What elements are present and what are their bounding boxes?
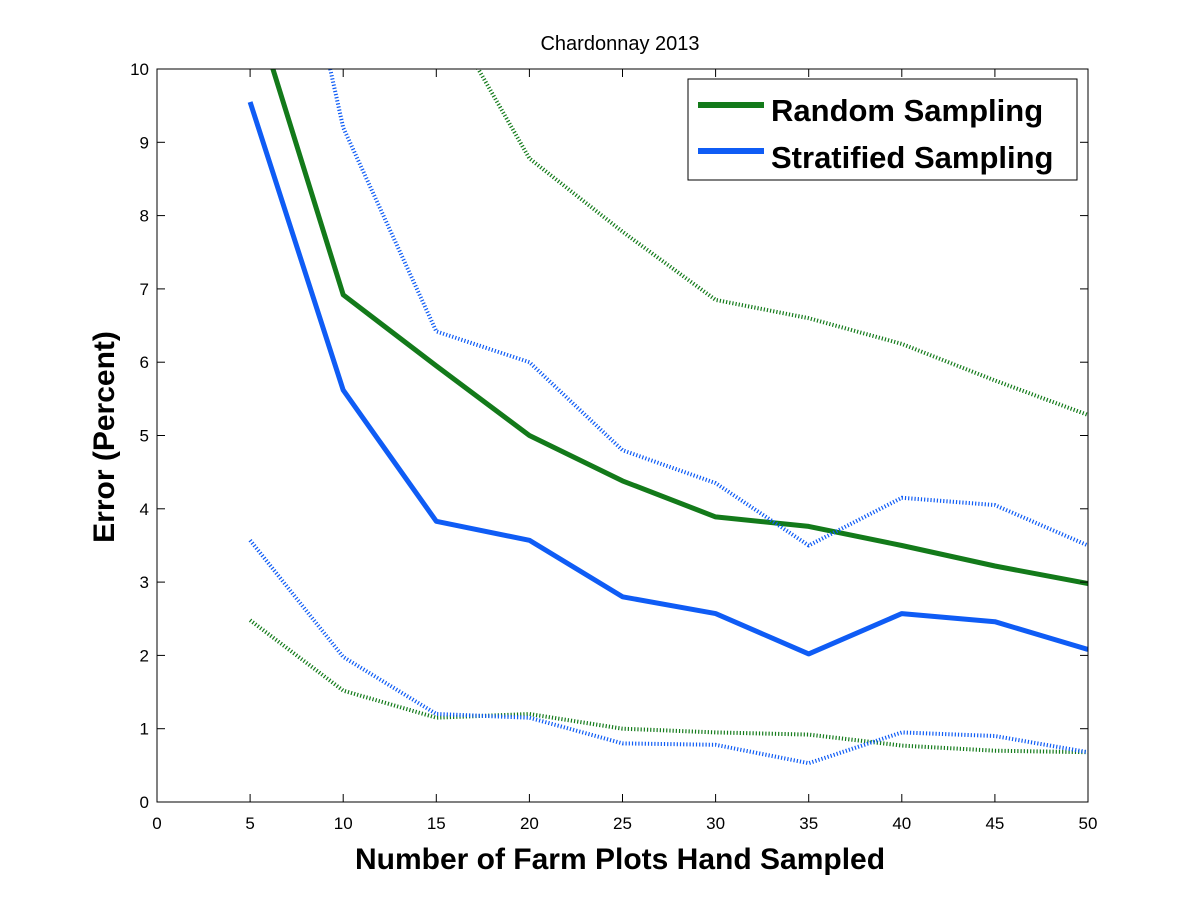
x-tick-label: 35 — [799, 814, 818, 833]
x-tick-label: 15 — [427, 814, 446, 833]
legend-label-random: Random Sampling — [771, 93, 1043, 128]
series-line-1 — [247, 101, 1088, 657]
x-tick-label: 10 — [334, 814, 353, 833]
legend-label-stratified: Stratified Sampling — [771, 140, 1053, 175]
confidence-bound-line-5 — [248, 539, 1088, 766]
confidence-bound-line-4 — [248, 618, 1088, 755]
y-tick-label: 1 — [140, 720, 149, 739]
series-layer — [247, 69, 1088, 766]
y-tick-label: 9 — [140, 133, 149, 152]
x-axis-label: Number of Farm Plots Hand Sampled — [355, 843, 885, 876]
y-tick-label: 7 — [140, 280, 149, 299]
y-tick-label: 4 — [140, 500, 149, 519]
y-tick-label: 6 — [140, 353, 149, 372]
x-tick-label: 20 — [520, 814, 539, 833]
x-tick-label: 25 — [613, 814, 632, 833]
y-axis-label: Error (Percent) — [88, 331, 121, 543]
confidence-bound-line-2 — [475, 69, 1088, 417]
x-tick-label: 40 — [892, 814, 911, 833]
x-tick-label: 45 — [985, 814, 1004, 833]
x-tick-label: 30 — [706, 814, 725, 833]
y-tick-label: 0 — [140, 793, 149, 812]
x-tick-label: 0 — [152, 814, 161, 833]
y-tick-label: 10 — [130, 60, 149, 79]
x-tick-label: 50 — [1079, 814, 1098, 833]
y-tick-label: 5 — [140, 427, 149, 446]
y-tick-label: 3 — [140, 573, 149, 592]
legend: Random Sampling Stratified Sampling — [687, 78, 1078, 181]
y-tick-label: 2 — [140, 646, 149, 665]
legend-box — [687, 78, 1078, 181]
y-tick-label: 8 — [140, 207, 149, 226]
chart-title: Chardonnay 2013 — [540, 33, 699, 55]
series-line-0 — [270, 69, 1088, 587]
x-tick-label: 5 — [245, 814, 254, 833]
